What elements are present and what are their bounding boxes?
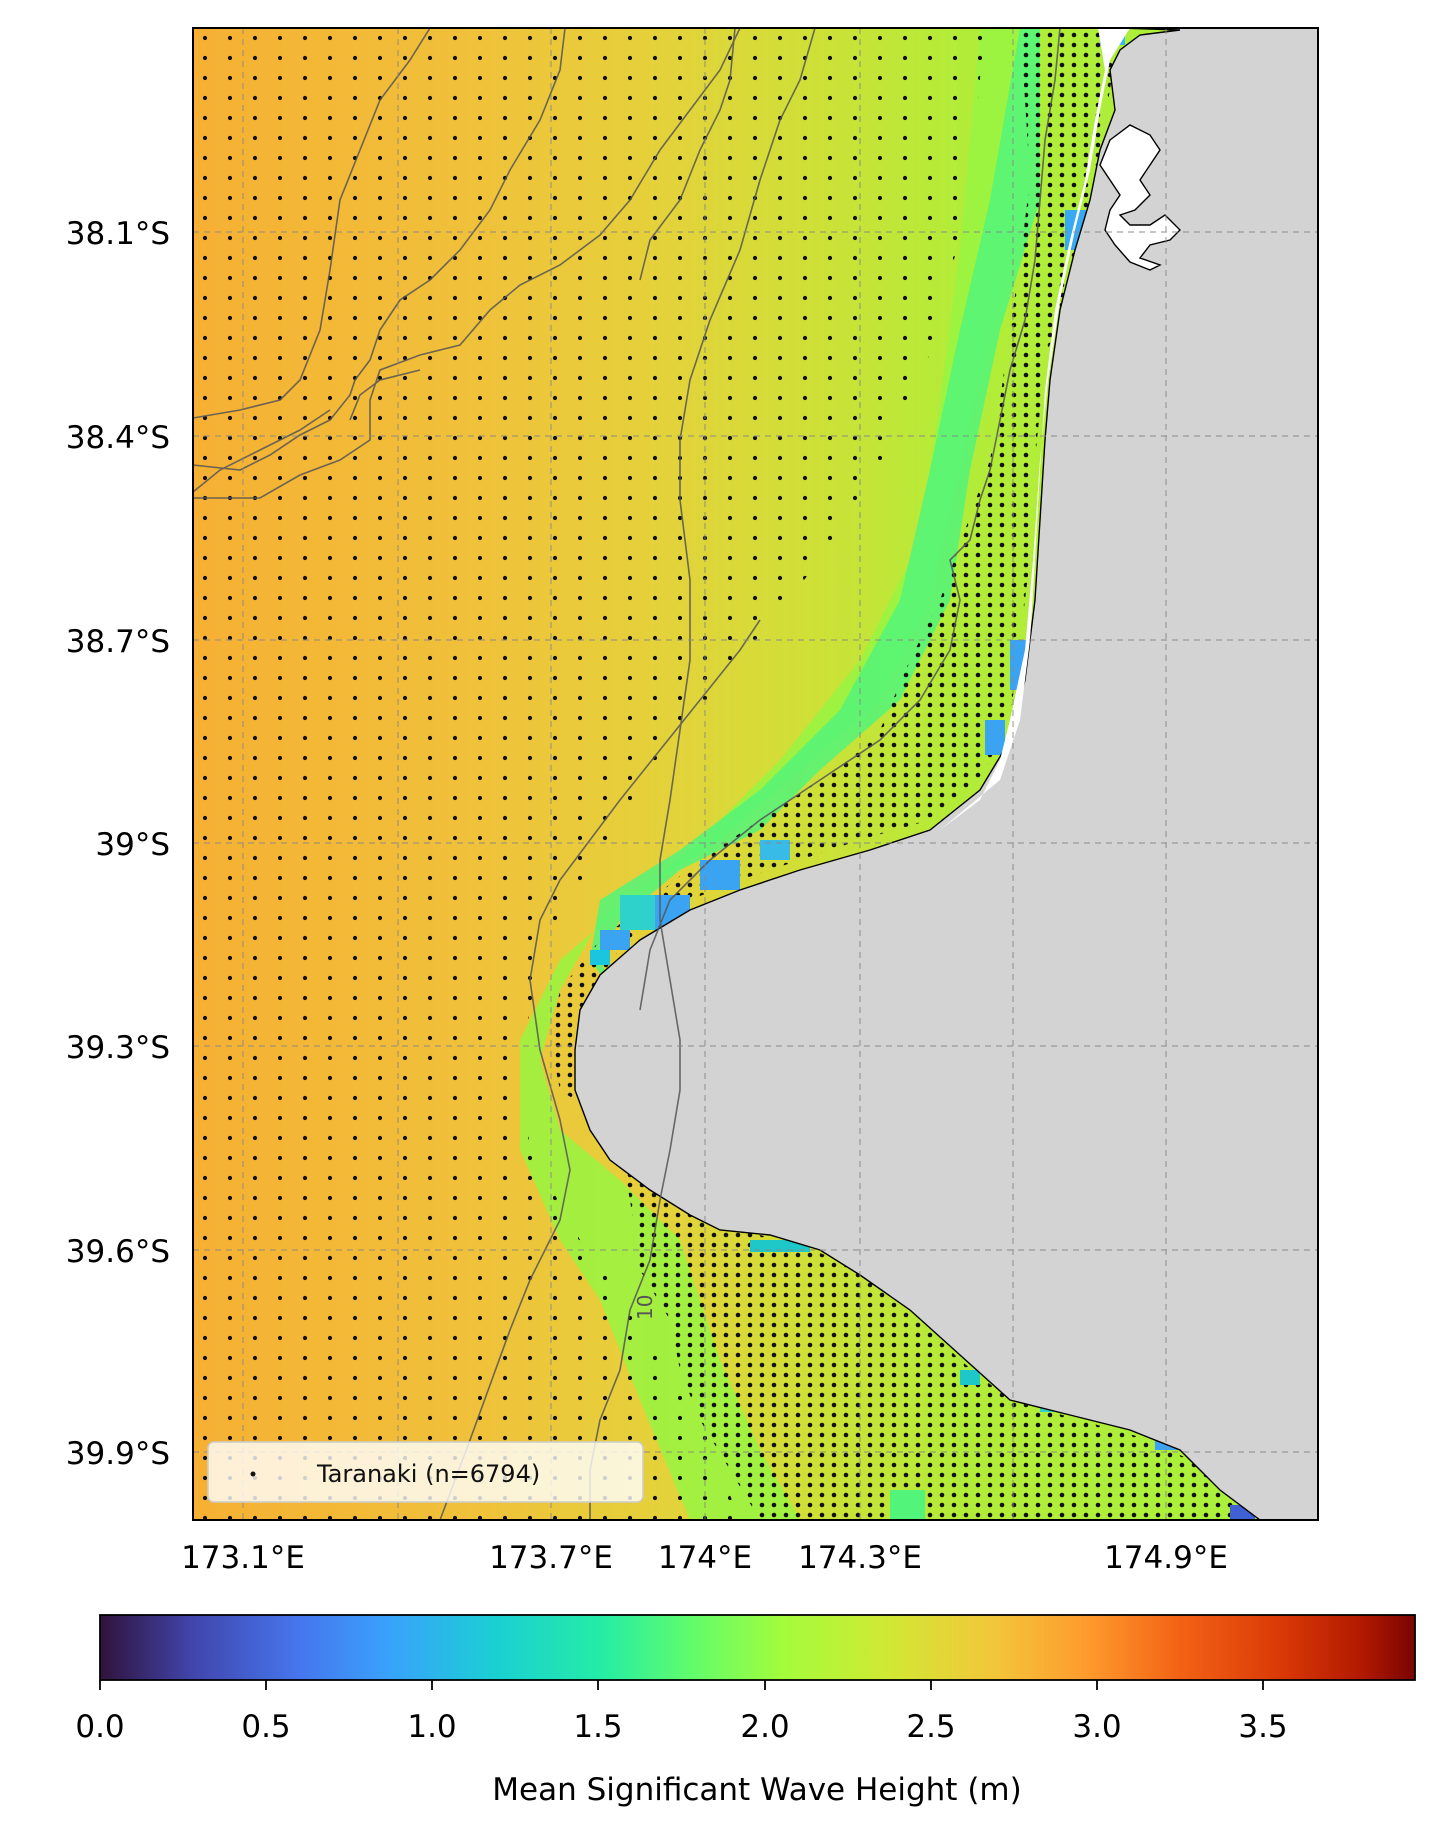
land	[574, 28, 1318, 1520]
lat-tick-label: 39°S	[95, 827, 170, 863]
colorbar-tick-label: 1.5	[573, 1709, 622, 1745]
legend: Taranaki (n=6794)	[207, 1441, 644, 1503]
colorbar-tick-label: 3.5	[1238, 1709, 1287, 1745]
legend-box	[207, 1441, 644, 1503]
contour-label: 10	[633, 1295, 657, 1320]
legend-label: Taranaki (n=6794)	[316, 1460, 540, 1488]
lat-tick-label: 38.1°S	[66, 216, 170, 252]
harbour-inlet	[1099, 124, 1181, 271]
lon-ticks: 173.1°E 173.7°E 174°E 174.3°E 174.9°E	[181, 1540, 1228, 1576]
lat-tick-label: 38.7°S	[66, 624, 170, 660]
colorbar-title: Mean Significant Wave Height (m)	[492, 1772, 1021, 1808]
bathymetry-contours	[193, 28, 1061, 1520]
colorbar-ticks	[99, 1680, 1264, 1690]
map-axes: 10 Taranaki (n=6794)	[193, 28, 1318, 1520]
lon-tick-label: 173.1°E	[181, 1540, 305, 1576]
colorbar-gradient	[99, 1614, 1416, 1681]
axes-frame	[192, 27, 1319, 1521]
legend-marker	[250, 1471, 256, 1477]
lat-tick-label: 38.4°S	[66, 420, 170, 456]
colorbar-tick-label: 3.0	[1072, 1709, 1121, 1745]
offshore-points	[193, 28, 985, 1520]
lon-tick-label: 174.9°E	[1104, 1540, 1228, 1576]
lat-tick-label: 39.9°S	[66, 1436, 170, 1472]
coastal-points	[550, 28, 1255, 1520]
lon-tick-label: 174.3°E	[798, 1540, 922, 1576]
colorbar: 0.0 0.5 1.0 1.5 2.0 2.5 3.0 3.5 Mean Sig…	[75, 1614, 1416, 1808]
lat-tick-label: 39.6°S	[66, 1234, 170, 1270]
lon-tick-label: 173.7°E	[489, 1540, 613, 1576]
lat-ticks: 38.1°S 38.4°S 38.7°S 39°S 39.3°S 39.6°S …	[66, 216, 170, 1472]
lon-tick-label: 174°E	[658, 1540, 752, 1576]
colorbar-tick-label: 2.0	[740, 1709, 789, 1745]
colorbar-tick-label: 0.5	[241, 1709, 290, 1745]
colorbar-tick-label: 1.0	[407, 1709, 456, 1745]
colorbar-tick-label: 0.0	[75, 1709, 124, 1745]
lat-tick-label: 39.3°S	[66, 1030, 170, 1066]
colorbar-tick-label: 2.5	[906, 1709, 955, 1745]
